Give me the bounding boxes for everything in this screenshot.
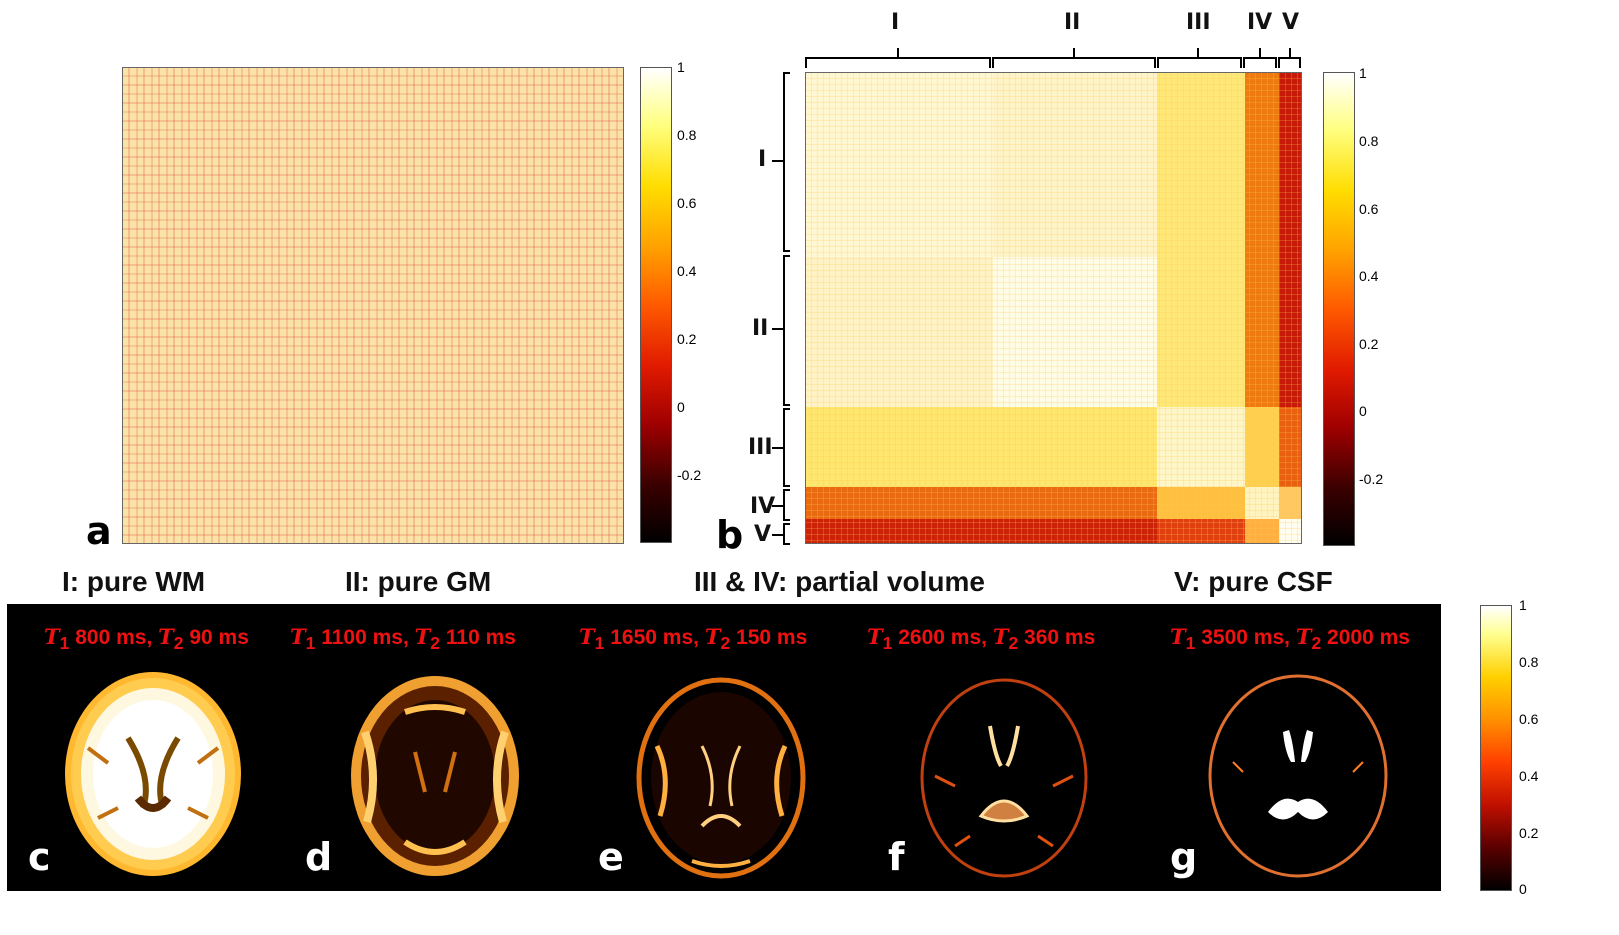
colorbar-b-tick: -0.2 [1359,471,1384,487]
colorbar-b-tick: 0 [1359,403,1367,419]
group-label-left-II: II [752,316,769,341]
brain-map-f [920,678,1088,878]
colorbar-b-tick: 0.6 [1359,201,1379,217]
panel-label-a: a [86,509,112,553]
group-label-top-V: V [1282,10,1300,35]
colorbar-b-tick: 1 [1359,65,1367,81]
colorbar-bottom-tick: 0 [1519,881,1527,897]
panel-label-g: g [1170,835,1198,879]
param-label-c: T1 800 ms, T2 90 ms [44,624,249,654]
colorbar-bottom [1480,605,1512,891]
heading-pure-gm: II: pure GM [345,566,492,597]
colorbar-bottom-tick: 0.2 [1519,825,1539,841]
colorbar-a-tick: 0.2 [677,331,697,347]
group-label-top-IV: IV [1247,10,1273,35]
colorbar-a [640,67,672,543]
heading-partial-volume: III & IV: partial volume [694,566,985,597]
colorbar-a-tick: 0.8 [677,127,697,143]
colorbar-bottom-tick: 1 [1519,597,1527,613]
group-label-top-III: III [1186,10,1211,35]
group-label-top-II: II [1064,10,1081,35]
param-label-d: T1 1100 ms, T2 110 ms [290,624,516,654]
panel-label-e: e [598,835,624,879]
matrix-b [805,72,1302,544]
colorbar-a-tick: 1 [677,59,685,75]
panel-label-f: f [888,835,905,879]
group-label-left-I: I [758,147,767,172]
colorbar-a-tick: -0.2 [677,467,702,483]
param-label-g: T1 3500 ms, T2 2000 ms [1170,624,1410,654]
brain-map-c [65,672,241,876]
top-braces-b [805,48,1301,68]
panel-label-d: d [305,835,333,879]
colorbar-b-tick: 0.2 [1359,336,1379,352]
panel-label-c: c [28,835,51,879]
group-label-left-III: III [748,435,773,460]
matrix-a [122,67,624,544]
brain-map-e [636,677,806,879]
panel-label-b: b [716,513,744,557]
colorbar-bottom-tick: 0.4 [1519,768,1539,784]
group-label-top-I: I [891,10,900,35]
colorbar-a-tick: 0 [677,399,685,415]
colorbar-a-tick: 0.4 [677,263,697,279]
brain-map-g [1208,674,1388,878]
group-label-left-V: V [754,522,772,547]
colorbar-b-tick: 0.8 [1359,133,1379,149]
left-braces-b [772,72,790,545]
colorbar-bottom-tick: 0.6 [1519,711,1539,727]
param-label-e: T1 1650 ms, T2 150 ms [579,624,808,654]
colorbar-b [1323,72,1355,546]
colorbar-a-tick: 0.6 [677,195,697,211]
colorbar-bottom-tick: 0.8 [1519,654,1539,670]
group-label-left-IV: IV [750,494,776,519]
colorbar-b-tick: 0.4 [1359,268,1379,284]
brain-map-d [351,676,519,876]
heading-pure-csf: V: pure CSF [1174,566,1333,597]
param-label-f: T1 2600 ms, T2 360 ms [867,624,1096,654]
heading-pure-wm: I: pure WM [62,566,206,597]
